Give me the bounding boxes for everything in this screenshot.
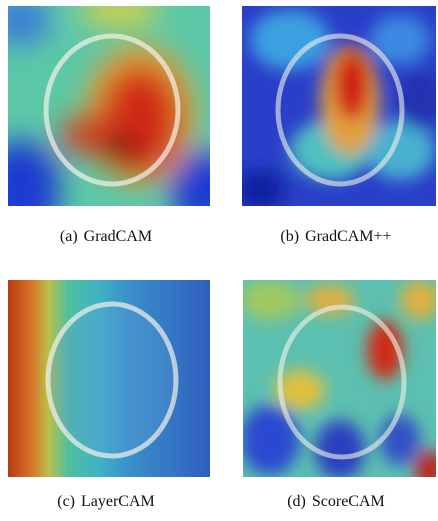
heatmap-a [8, 6, 210, 206]
caption-text: LayerCAM [81, 493, 155, 510]
caption-label: (d) [287, 493, 306, 510]
heatmap-b [242, 6, 436, 206]
caption: (d) ScoreCAM [239, 493, 438, 511]
caption-text: ScoreCAM [311, 493, 385, 510]
caption: (b) GradCAM++ [239, 228, 438, 246]
caption-text: GradCAM [83, 228, 153, 245]
caption-label: (c) [57, 493, 75, 510]
caption: (a) GradCAM [9, 228, 209, 246]
caption: (c) LayerCAM [9, 493, 209, 511]
heatmap-c [8, 280, 210, 477]
caption-text: GradCAM++ [305, 228, 392, 245]
caption-label: (a) [59, 228, 78, 245]
caption-label: (b) [280, 228, 300, 245]
heatmap-d [243, 280, 436, 477]
